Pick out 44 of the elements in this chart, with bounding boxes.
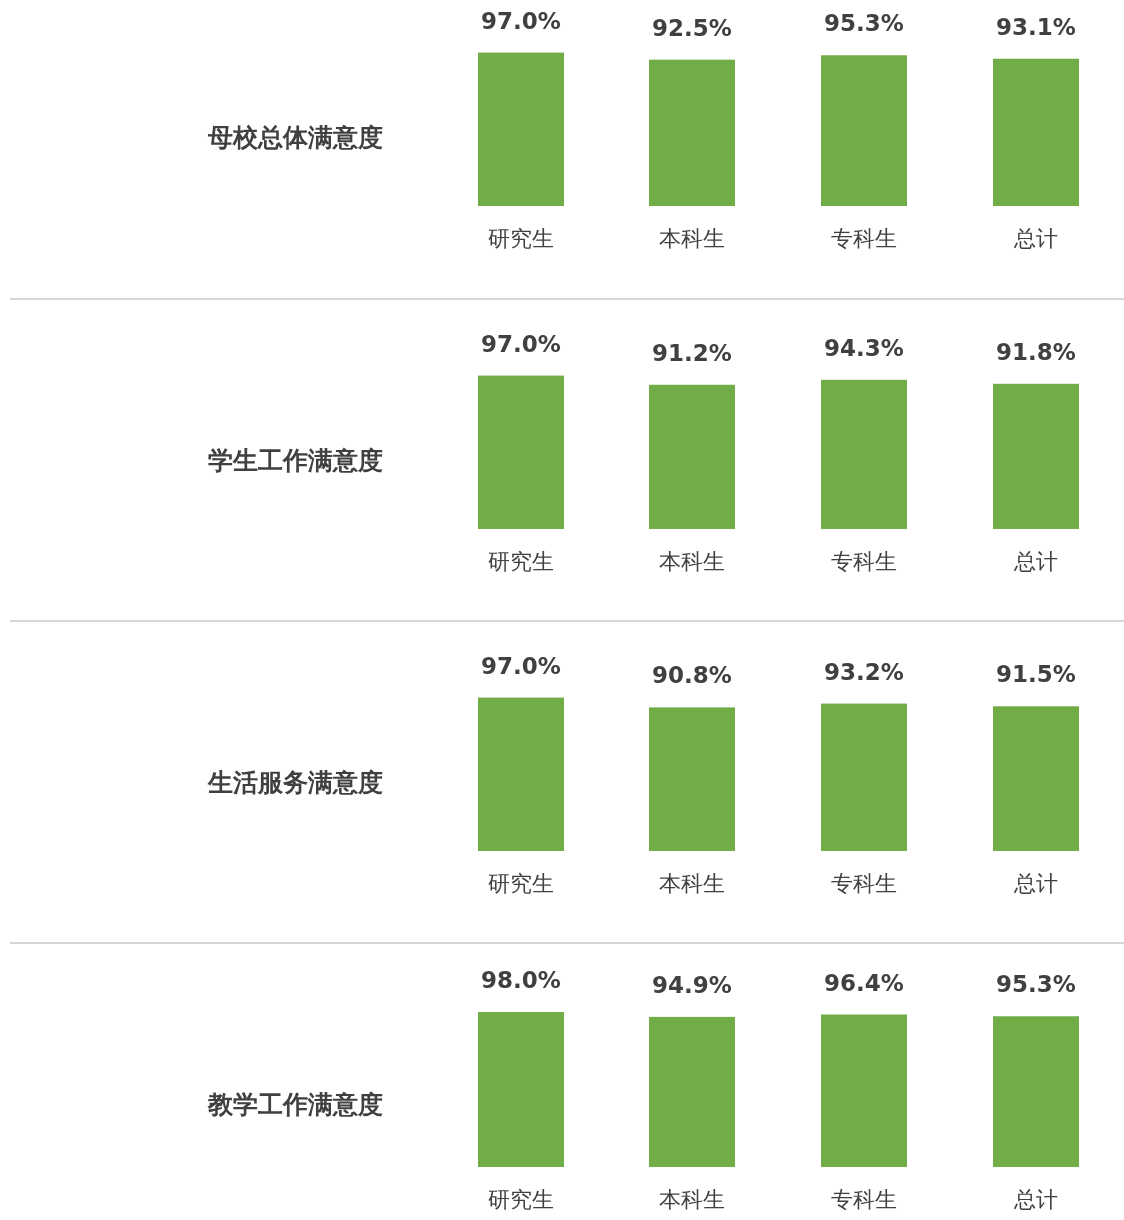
data-label: 97.0% bbox=[481, 652, 561, 679]
bar bbox=[993, 383, 1079, 529]
text: 母校总体满意度 bbox=[206, 123, 383, 152]
x-tick-label: 总计 bbox=[1013, 549, 1058, 574]
data-label: 91.2% bbox=[652, 339, 732, 366]
x-tick-label: 本科生 bbox=[659, 549, 725, 574]
x-tick-label: 研究生 bbox=[488, 1187, 554, 1212]
data-label: 91.8% bbox=[996, 338, 1076, 365]
bar bbox=[821, 379, 907, 529]
bar bbox=[649, 59, 735, 206]
x-tick-label: 专科生 bbox=[831, 549, 897, 574]
data-label: 93.1% bbox=[996, 13, 1076, 40]
data-label: 95.3% bbox=[824, 10, 904, 37]
x-tick-label: 本科生 bbox=[659, 1187, 725, 1212]
text: 生活服务满意度 bbox=[206, 768, 383, 797]
bar bbox=[649, 384, 735, 529]
text: 学生工作满意度 bbox=[207, 446, 383, 475]
x-tick-label: 总计 bbox=[1013, 871, 1058, 896]
data-label: 92.5% bbox=[652, 14, 732, 41]
x-tick-label: 研究生 bbox=[488, 871, 554, 896]
bar bbox=[478, 375, 564, 529]
data-label: 98.0% bbox=[481, 967, 561, 993]
x-tick-label: 本科生 bbox=[659, 226, 725, 251]
data-label: 97.0% bbox=[481, 330, 561, 357]
x-tick-label: 专科生 bbox=[831, 226, 897, 251]
x-tick-label: 本科生 bbox=[659, 871, 725, 896]
data-label: 97.0% bbox=[481, 7, 561, 34]
bar bbox=[993, 58, 1079, 206]
data-label: 94.3% bbox=[824, 334, 904, 361]
data-label: 93.2% bbox=[824, 658, 904, 685]
data-label: 91.5% bbox=[996, 661, 1076, 688]
x-tick-label: 研究生 bbox=[488, 226, 554, 251]
x-tick-label: 专科生 bbox=[831, 871, 897, 896]
data-label: 96.4% bbox=[824, 969, 904, 996]
bar bbox=[821, 55, 907, 206]
text: 教学工作满意度 bbox=[206, 1090, 383, 1119]
x-tick-label: 专科生 bbox=[831, 1187, 897, 1212]
data-label: 95.3% bbox=[996, 971, 1076, 998]
bar bbox=[478, 52, 564, 206]
x-tick-label: 研究生 bbox=[488, 549, 554, 574]
x-tick-label: 总计 bbox=[1013, 226, 1058, 251]
data-label: 94.9% bbox=[652, 971, 732, 998]
data-label: 90.8% bbox=[652, 662, 732, 689]
x-tick-label: 总计 bbox=[1013, 1187, 1058, 1212]
